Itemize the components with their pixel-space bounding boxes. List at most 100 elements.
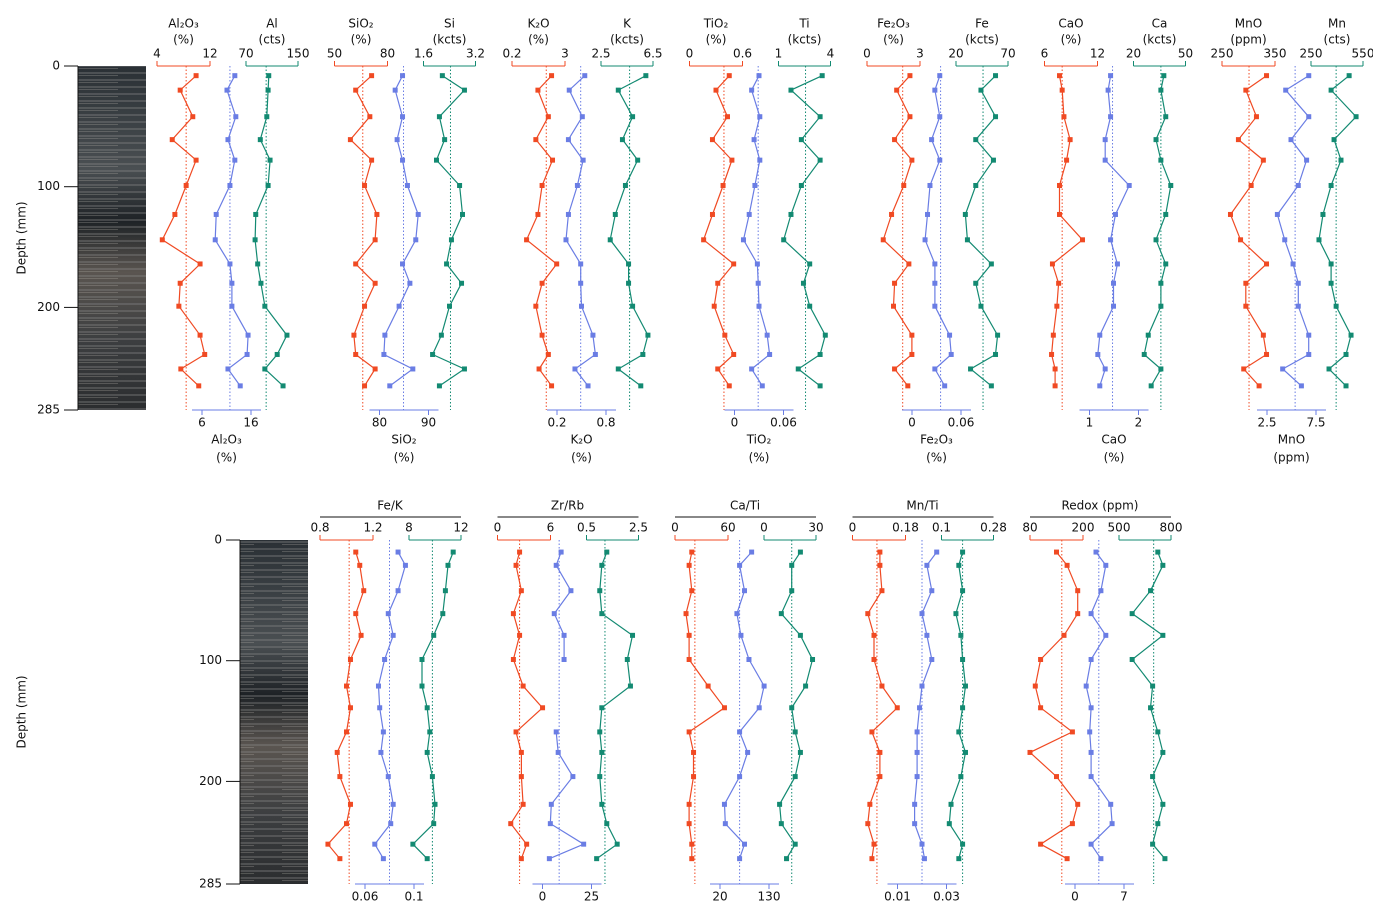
data-point (818, 114, 823, 119)
axis-name: Si (444, 17, 455, 31)
data-line (1030, 552, 1078, 859)
data-point (869, 856, 874, 861)
axis-name: TiO₂ (746, 433, 772, 447)
data-point (586, 383, 591, 388)
data-point (1051, 333, 1056, 338)
y-tick-label: 0 (214, 533, 222, 547)
data-point (225, 137, 230, 142)
data-point (798, 750, 803, 755)
data-point (378, 750, 383, 755)
axis-unit: (ppm) (1230, 33, 1266, 47)
data-point (895, 705, 900, 710)
axis-unit: (%) (394, 451, 415, 465)
data-point (752, 137, 757, 142)
data-point (410, 366, 415, 371)
data-point (1228, 212, 1233, 217)
data-point (714, 88, 719, 93)
data-point (1163, 114, 1168, 119)
x-tick-label: 16 (243, 416, 258, 430)
data-point (597, 774, 602, 779)
data-point (993, 352, 998, 357)
data-point (554, 563, 559, 568)
data-point (960, 588, 965, 593)
data-point (1060, 88, 1065, 93)
data-point (194, 158, 199, 163)
data-point (793, 729, 798, 734)
axis-unit: (cts) (1324, 33, 1351, 47)
data-point (437, 383, 442, 388)
data-point (712, 304, 717, 309)
data-line (413, 552, 453, 859)
axis-name: CaO (1058, 17, 1083, 31)
y-axis-label: Depth (mm) (15, 675, 29, 748)
data-point (264, 114, 269, 119)
data-point (798, 633, 803, 638)
data-point (325, 842, 330, 847)
data-point (1150, 684, 1155, 689)
data-point (1108, 73, 1113, 78)
data-point (947, 821, 952, 826)
data-point (1304, 158, 1309, 163)
data-point (1089, 657, 1094, 662)
data-point (442, 137, 447, 142)
data-point (623, 183, 628, 188)
data-point (932, 366, 937, 371)
data-point (1054, 304, 1059, 309)
data-point (789, 588, 794, 593)
data-point (430, 774, 435, 779)
data-point (630, 304, 635, 309)
data-point (762, 684, 767, 689)
data-point (262, 366, 267, 371)
data-point (993, 73, 998, 78)
x-tick-label: 1 (1086, 416, 1094, 430)
x-tick-label: 6 (1041, 47, 1049, 61)
data-point (949, 802, 954, 807)
data-point (599, 750, 604, 755)
data-point (1158, 158, 1163, 163)
data-point (348, 657, 353, 662)
data-point (1110, 821, 1115, 826)
data-point (335, 750, 340, 755)
data-point (446, 563, 451, 568)
data-line (1052, 76, 1083, 386)
data-point (1115, 261, 1120, 266)
data-point (537, 366, 542, 371)
data-point (1150, 774, 1155, 779)
data-point (901, 183, 906, 188)
data-point (626, 261, 631, 266)
data-line (384, 76, 418, 386)
data-point (932, 304, 937, 309)
data-point (225, 366, 230, 371)
data-point (689, 550, 694, 555)
axis-unit: (%) (749, 451, 770, 465)
x-tick-label: 1 (775, 47, 783, 61)
data-point (567, 88, 572, 93)
axis-name: Fe₂O₃ (877, 17, 910, 31)
axis-unit: (kcts) (433, 33, 467, 47)
x-tick-label: 250 (1300, 47, 1323, 61)
data-point (599, 802, 604, 807)
data-point (1053, 366, 1058, 371)
data-point (937, 158, 942, 163)
data-point (1338, 158, 1343, 163)
x-tick-label: 0.1 (932, 521, 951, 535)
x-tick-label: 0.8 (596, 416, 615, 430)
data-point (742, 842, 747, 847)
data-point (1162, 856, 1167, 861)
data-point (578, 261, 583, 266)
data-point (1306, 73, 1311, 78)
x-tick-label: 150 (287, 47, 310, 61)
data-point (630, 114, 635, 119)
data-point (1306, 114, 1311, 119)
data-point (956, 856, 961, 861)
x-tick-label: 6.5 (643, 47, 662, 61)
data-point (953, 611, 958, 616)
data-point (599, 611, 604, 616)
axis-name: Ti (798, 17, 809, 31)
data-point (381, 856, 386, 861)
data-point (245, 352, 250, 357)
data-point (1084, 684, 1089, 689)
data-point (1094, 550, 1099, 555)
data-point (1149, 383, 1154, 388)
data-point (881, 237, 886, 242)
